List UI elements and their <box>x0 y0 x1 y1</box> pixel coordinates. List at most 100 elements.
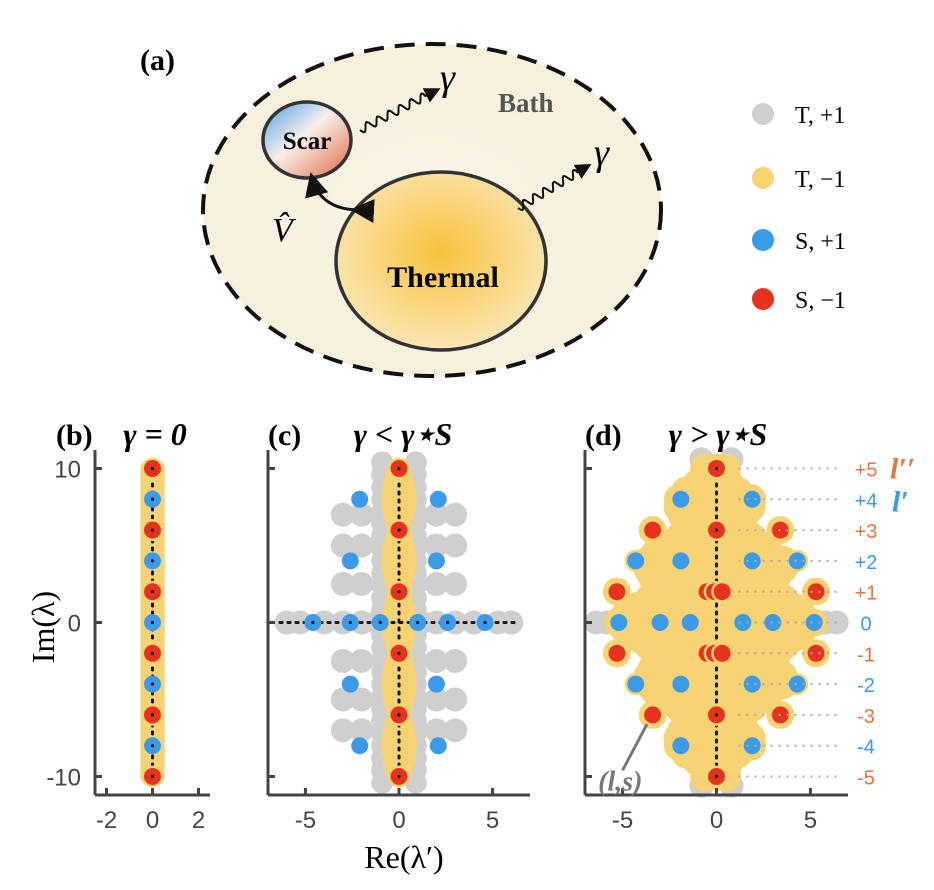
point-s-minus <box>608 583 626 601</box>
thermal-circle <box>334 170 548 352</box>
point-t-plus <box>424 687 449 712</box>
point-t-plus <box>443 649 468 674</box>
legend-marker-s-plus <box>752 229 774 251</box>
point-t-plus <box>330 649 355 674</box>
thermal-decay-arrow <box>517 164 592 212</box>
y-tick-label: 10 <box>54 456 81 483</box>
row-label: -2 <box>857 675 875 697</box>
panel-title: γ > γ⋆S <box>669 416 768 452</box>
legend-label-s-plus: S, +1 <box>795 229 846 255</box>
center-dot <box>150 528 155 532</box>
point-t-plus <box>443 502 468 527</box>
point-s-plus <box>764 614 782 631</box>
point-t-plus <box>330 571 355 596</box>
point-t-plus <box>443 687 468 712</box>
point-t-plus <box>424 718 449 743</box>
point-s-plus <box>627 675 645 693</box>
row-label: +4 <box>855 490 878 512</box>
scar-label: Scar <box>283 128 332 155</box>
point-s-minus <box>644 706 662 724</box>
point-t-plus <box>443 718 468 743</box>
panel-a-label: (a) <box>140 44 175 77</box>
point-t-plus <box>443 533 468 558</box>
center-dot <box>150 682 155 686</box>
center-dot <box>150 744 155 748</box>
point-s-plus <box>427 552 445 570</box>
point-t-plus <box>424 533 449 558</box>
panel-b: (b) γ = 0 -10 0 10 -2 0 2 <box>46 416 210 834</box>
x-axis-label: Re(λ′) <box>364 839 443 875</box>
point-s-plus <box>351 490 369 508</box>
point-s-minus <box>644 521 662 539</box>
center-dot <box>378 620 382 625</box>
point-s-plus <box>805 614 823 631</box>
thermal-gamma: γ <box>594 132 610 174</box>
center-dot <box>150 559 155 563</box>
point-t-plus <box>424 649 449 674</box>
point-s-plus <box>788 675 806 693</box>
point-t-plus <box>330 687 355 712</box>
bath-label: Bath <box>498 88 554 118</box>
row-label: +3 <box>855 521 878 543</box>
x-tick-label: -2 <box>96 807 117 834</box>
x-tick-label: 5 <box>804 807 817 834</box>
center-dot <box>714 774 719 779</box>
center-dot <box>150 497 155 501</box>
point-s-plus <box>672 675 690 693</box>
point-s-plus <box>610 614 628 631</box>
center-dot <box>397 466 401 471</box>
center-dot <box>311 620 315 625</box>
panel-a: (a) Bath Thermal Scar V̂ γ γ <box>140 42 663 378</box>
point-s-plus <box>743 552 761 570</box>
panel-title: γ = 0 <box>123 416 187 452</box>
x-tick-label: 0 <box>146 807 159 834</box>
point-t-plus <box>349 687 374 712</box>
annotation-pointer <box>621 723 649 772</box>
panel-label: (d) <box>585 419 622 452</box>
center-dot <box>150 620 155 625</box>
point-t-plus <box>349 571 374 596</box>
center-dot <box>150 590 155 594</box>
legend-label-t-plus: T, +1 <box>795 103 845 129</box>
x-tick-label: 0 <box>710 807 723 834</box>
point-s-plus <box>351 737 369 755</box>
x-tick-label: 2 <box>192 807 205 834</box>
row-label: +2 <box>855 552 878 574</box>
center-dot <box>483 620 487 625</box>
point-s-plus <box>627 552 645 570</box>
center-dot <box>348 620 352 625</box>
y-tick-label: -10 <box>46 765 81 792</box>
center-dot <box>714 466 719 471</box>
scar-gamma: γ <box>440 57 456 99</box>
center-dot <box>150 774 155 779</box>
center-dot <box>446 620 450 625</box>
center-dot <box>416 620 420 625</box>
x-tick-label: 5 <box>486 807 499 834</box>
point-s-plus <box>429 490 447 508</box>
legend-marker-t-plus <box>752 103 774 125</box>
point-s-minus <box>713 583 731 601</box>
panel-label: (b) <box>56 419 93 452</box>
point-t-plus <box>330 502 355 527</box>
point-s-plus <box>651 614 669 631</box>
thermal-label: Thermal <box>387 261 499 294</box>
panel-label: (c) <box>268 419 301 452</box>
row-label: +1 <box>855 583 878 605</box>
point-s-plus <box>427 675 445 693</box>
point-s-plus <box>743 737 761 755</box>
point-s-plus <box>672 737 690 755</box>
center-dot <box>714 528 719 532</box>
legend-marker-s-minus <box>752 288 774 310</box>
legend-label-t-minus: T, −1 <box>795 167 845 193</box>
center-dot <box>397 528 401 532</box>
point-t-plus <box>330 718 355 743</box>
center-dot <box>397 590 401 594</box>
point-t-plus <box>349 649 374 674</box>
center-dot <box>397 713 401 717</box>
row-label: +5 <box>855 459 878 481</box>
legend: T, +1 T, −1 S, +1 S, −1 <box>752 103 846 314</box>
point-s-minus <box>608 644 626 662</box>
x-tick-label: 0 <box>392 807 405 834</box>
row-label: -5 <box>857 768 875 790</box>
